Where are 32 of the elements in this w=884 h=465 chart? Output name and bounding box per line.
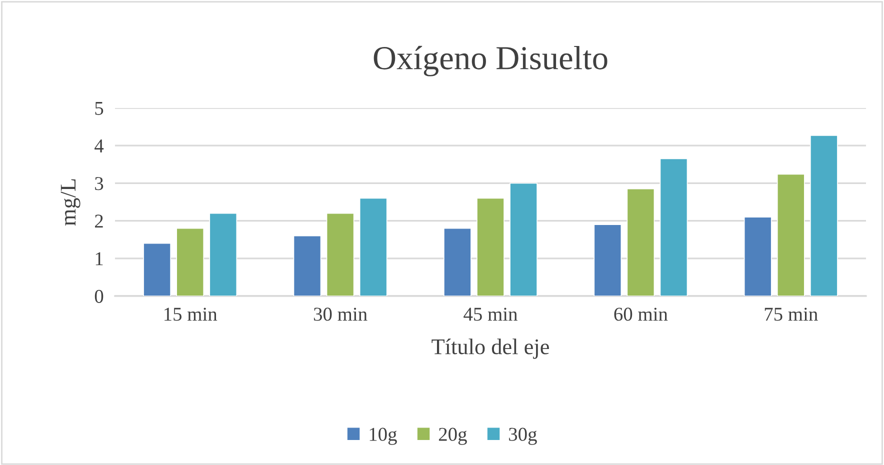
x-tick-label: 15 min [164,308,218,321]
bar [594,224,622,296]
bar [176,228,204,296]
bar [293,235,322,296]
bar [444,228,472,296]
bar [660,158,688,296]
x-tick-label: 30 min [314,308,368,321]
y-tick-label: 5 [95,102,104,115]
y-axis-title: mg/L [60,179,80,226]
y-tick-label: 3 [95,177,104,190]
bar [810,135,838,296]
bar [776,174,805,296]
y-tick-label: 4 [94,140,104,152]
legend-label: 30g [509,428,537,445]
y-tick-label: 2 [95,214,103,228]
bar [209,212,238,296]
legend-label: 10g [370,428,397,445]
chart-title: Oxígeno Disuelto [374,46,608,76]
x-axis-title: Título del eje [432,338,549,359]
bar [510,182,538,296]
x-tick-label: 45 min [464,308,518,321]
x-tick-label: 75 min [764,308,818,321]
x-tick-label: 60 min [614,308,668,321]
bar [744,216,772,296]
y-tick-label: 0 [94,290,104,303]
bar [359,198,388,296]
legend-label: 20g [438,428,467,445]
bar [326,212,354,296]
bar [143,242,171,296]
bar [476,198,504,296]
bar [626,188,655,296]
y-tick-label: 1 [96,252,103,266]
